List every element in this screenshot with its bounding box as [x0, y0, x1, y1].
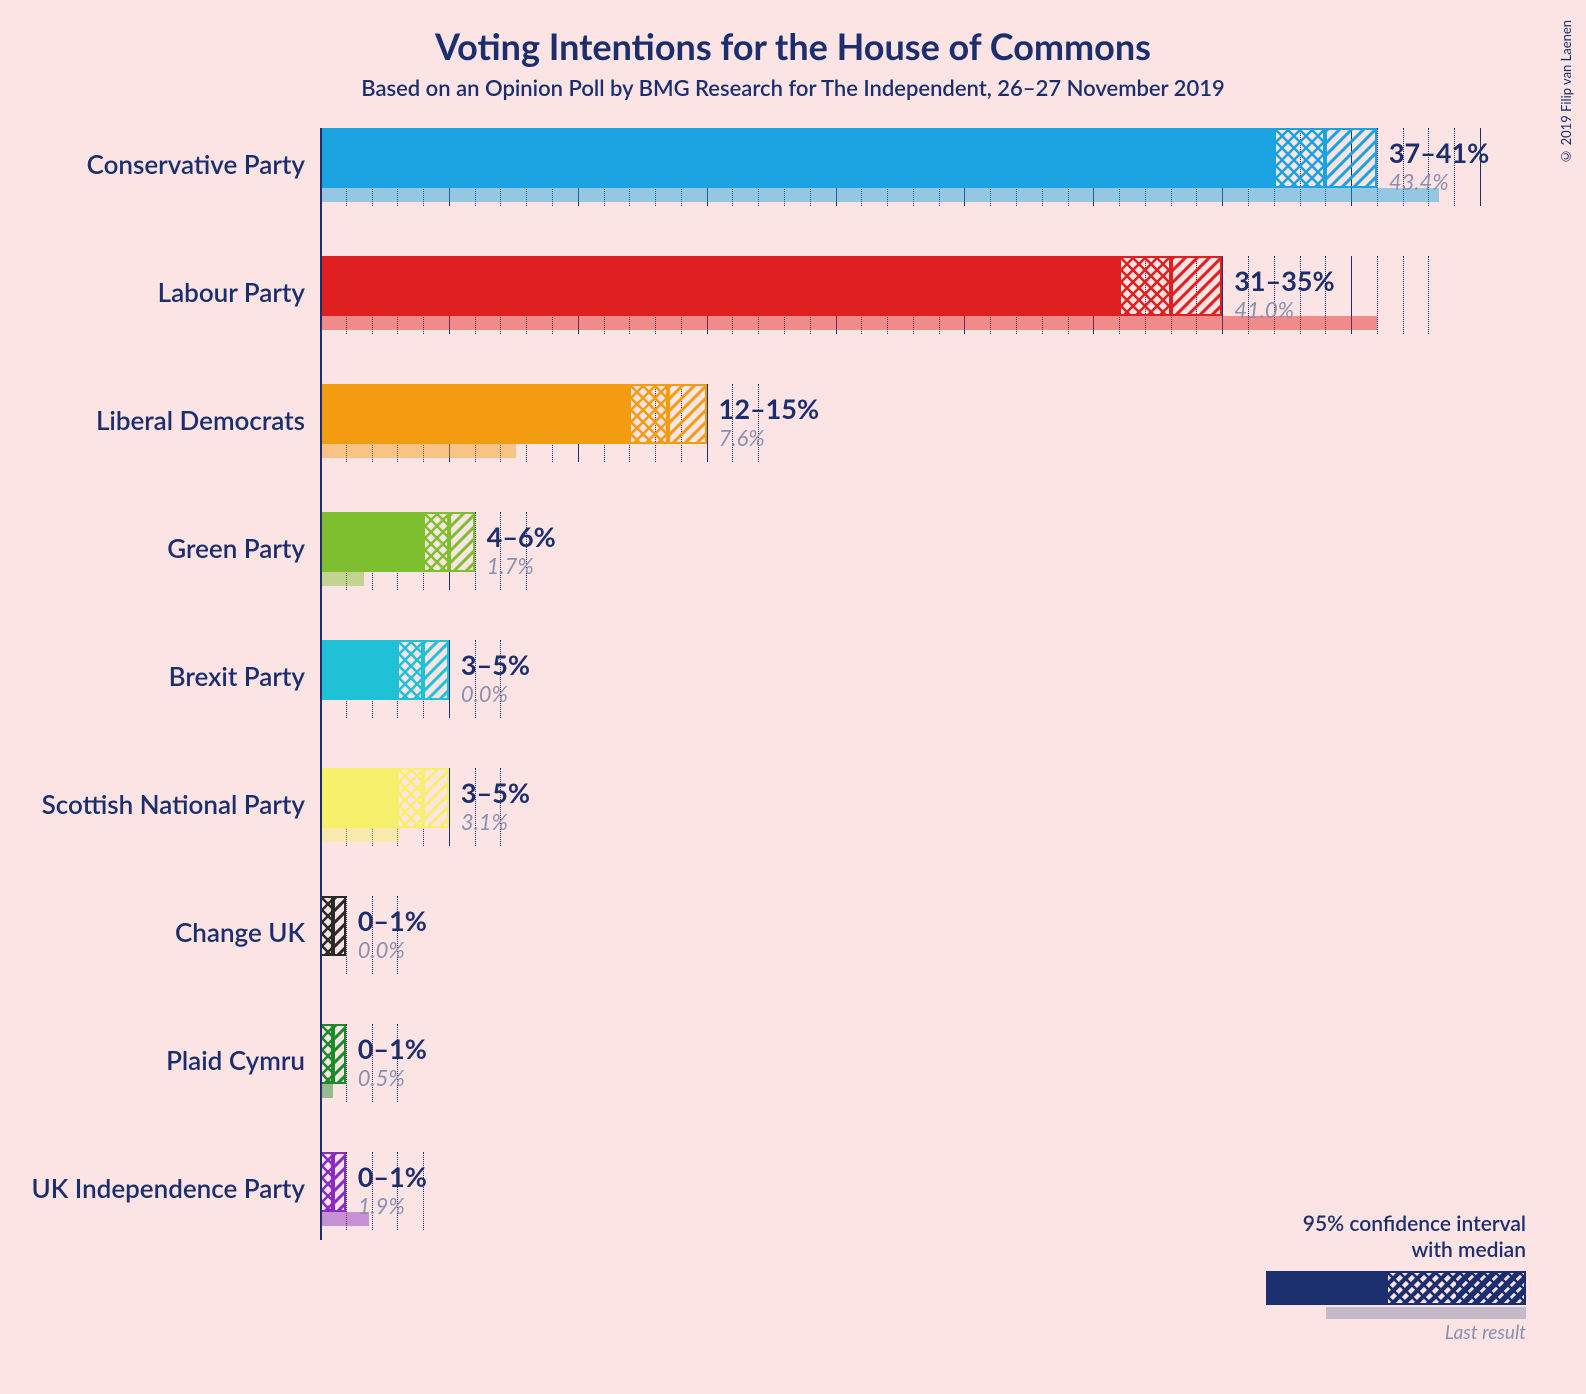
gridline	[1428, 256, 1429, 334]
party-row: Labour Party 31–35%41.0%	[0, 248, 1586, 376]
party-label: UK Independence Party	[0, 1172, 305, 1204]
gridline	[475, 512, 476, 590]
bar-last-result	[320, 572, 364, 586]
gridline	[1403, 256, 1404, 334]
value-range: 0–1%	[358, 1160, 427, 1193]
bar-ci-lower	[397, 768, 423, 828]
value-range: 37–41%	[1389, 136, 1489, 169]
legend-ci-bar	[1266, 1271, 1526, 1305]
party-row: Green Party 4–6%1.7%	[0, 504, 1586, 632]
bar-ci-lower	[397, 640, 423, 700]
party-row: Scottish National Party 3–5%3.1%	[0, 760, 1586, 888]
party-label: Green Party	[0, 532, 305, 564]
party-label: Conservative Party	[0, 148, 305, 180]
bar-solid	[320, 512, 423, 572]
bar-ci-lower	[1274, 128, 1326, 188]
bar-solid	[320, 640, 397, 700]
bar-ci-upper	[423, 640, 449, 700]
bar-ci-upper	[423, 768, 449, 828]
y-axis	[320, 128, 322, 1240]
bar-ci-upper	[333, 896, 346, 956]
gridline	[346, 1024, 347, 1102]
value-last: 0.5%	[358, 1064, 405, 1091]
gridline	[346, 896, 347, 974]
bar-last-result	[320, 828, 400, 842]
value-range: 12–15%	[719, 392, 819, 425]
bar-solid	[320, 768, 397, 828]
party-row: Brexit Party 3–5%0.0%	[0, 632, 1586, 760]
bar-solid	[320, 384, 629, 444]
value-range: 3–5%	[461, 776, 530, 809]
value-last: 1.9%	[358, 1192, 405, 1219]
bar-solid	[320, 128, 1274, 188]
party-row: Plaid Cymru 0–1%0.5%	[0, 1016, 1586, 1144]
value-range: 3–5%	[461, 648, 530, 681]
bar-ci-lower	[423, 512, 449, 572]
legend-last-bar	[1326, 1307, 1526, 1319]
value-last: 43.4%	[1389, 168, 1449, 195]
party-label: Scottish National Party	[0, 788, 305, 820]
legend: 95% confidence interval with median Last…	[1226, 1211, 1526, 1345]
party-row: Conservative Party 37–41%43.4%	[0, 120, 1586, 248]
value-range: 31–35%	[1234, 264, 1334, 297]
value-last: 7.6%	[719, 424, 765, 451]
bar-ci-upper	[333, 1152, 346, 1212]
value-last: 0.0%	[358, 936, 405, 963]
party-label: Plaid Cymru	[0, 1044, 305, 1076]
value-range: 0–1%	[358, 1032, 427, 1065]
gridline	[449, 768, 450, 846]
legend-last-label: Last result	[1226, 1321, 1526, 1344]
bar-last-result	[320, 188, 1439, 202]
value-range: 0–1%	[358, 904, 427, 937]
value-last: 0.0%	[461, 680, 508, 707]
bar-last-result	[320, 316, 1377, 330]
gridline	[449, 640, 450, 718]
chart-title: Voting Intentions for the House of Commo…	[0, 0, 1586, 68]
bar-ci-upper	[1325, 128, 1377, 188]
party-label: Brexit Party	[0, 660, 305, 692]
bar-ci-lower	[1119, 256, 1171, 316]
value-last: 1.7%	[487, 552, 534, 579]
bar-solid	[320, 256, 1119, 316]
party-row: Liberal Democrats 12–15%7.6%	[0, 376, 1586, 504]
party-row: Change UK 0–1%0.0%	[0, 888, 1586, 1016]
legend-line1: 95% confidence interval	[1226, 1211, 1526, 1237]
party-label: Liberal Democrats	[0, 404, 305, 436]
bar-ci-upper	[333, 1024, 346, 1084]
party-label: Labour Party	[0, 276, 305, 308]
chart-area: Conservative Party 37–41%43.4% Labour Part…	[0, 120, 1586, 1350]
bar-ci-upper	[668, 384, 707, 444]
chart-subtitle: Based on an Opinion Poll by BMG Research…	[0, 74, 1586, 101]
bar-ci-upper	[1171, 256, 1223, 316]
gridline	[707, 384, 708, 462]
bar-ci-lower	[629, 384, 668, 444]
party-label: Change UK	[0, 916, 305, 948]
gridline	[1377, 256, 1378, 334]
bar-ci-upper	[449, 512, 475, 572]
bar-last-result	[320, 444, 516, 458]
value-last: 41.0%	[1234, 296, 1294, 323]
value-range: 4–6%	[487, 520, 556, 553]
value-last: 3.1%	[461, 808, 508, 835]
legend-line2: with median	[1226, 1237, 1526, 1263]
